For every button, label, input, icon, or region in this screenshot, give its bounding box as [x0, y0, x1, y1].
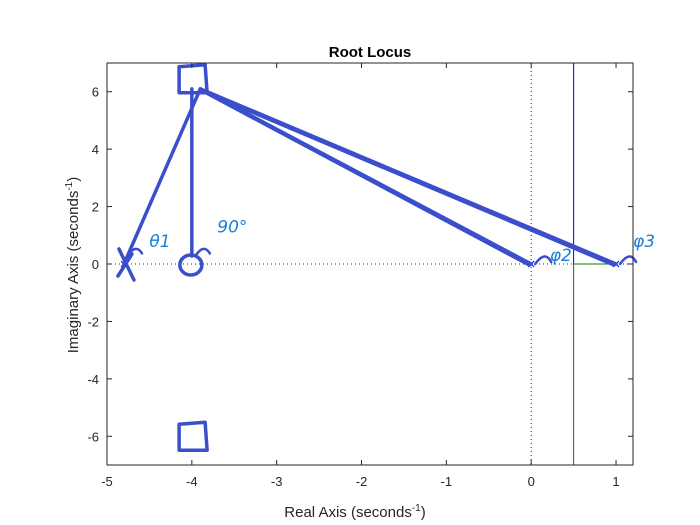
y-tick-label: -4 — [87, 372, 99, 387]
x-tick-label: 1 — [612, 474, 619, 489]
chart-title: Root Locus — [329, 44, 412, 61]
pen-angle-arc-2 — [194, 247, 212, 257]
y-tick-label: 6 — [92, 85, 99, 100]
x-tick-label: 0 — [528, 474, 535, 489]
y-tick-label: 2 — [92, 200, 99, 215]
x-tick-label: -5 — [101, 474, 113, 489]
handwritten-annotations — [116, 63, 638, 453]
annotation-label-3: φ2 — [550, 246, 572, 266]
pen-angle-arc-1 — [126, 247, 144, 257]
y-tick-label: -2 — [87, 314, 99, 329]
y-axis-label: Imaginary Axis (seconds-1) — [64, 177, 82, 353]
pen-vector-retrace-2 — [202, 90, 616, 267]
zero-marker-1 — [178, 253, 204, 277]
pen-vector-to-pole-3 — [122, 87, 203, 266]
y-axis-label-text: Imaginary Axis (seconds — [65, 191, 82, 354]
y-tick-label: 4 — [92, 142, 99, 157]
y-tick-label: 0 — [92, 257, 99, 272]
x-axis-label-exponent: -1 — [412, 503, 421, 514]
pen-box-1 — [177, 63, 209, 95]
annotation-labels: θ1 90° φ2 φ3 — [149, 217, 655, 266]
pen-box-2 — [177, 420, 209, 453]
pen-vector-retrace-1 — [202, 90, 531, 267]
x-tick-label: -2 — [356, 474, 368, 489]
y-axis-ticks: -6 -4 -2 0 2 4 6 — [87, 85, 633, 444]
x-tick-label: -3 — [271, 474, 283, 489]
y-axis-label-exponent: -1 — [64, 181, 75, 190]
x-tick-label: -1 — [441, 474, 453, 489]
y-tick-label: -6 — [87, 429, 99, 444]
x-axis-label: Real Axis (seconds-1) — [284, 503, 425, 521]
x-tick-label: -4 — [186, 474, 198, 489]
x-axis-label-text: Real Axis (seconds — [284, 504, 412, 521]
pen-angle-arc-3 — [533, 255, 553, 266]
pen-scribble-pole — [116, 247, 136, 282]
annotation-label-4: φ3 — [633, 232, 655, 252]
pen-angle-arc-4 — [618, 255, 638, 266]
annotation-label-1: θ1 — [149, 232, 170, 252]
plot-area — [107, 63, 633, 465]
annotation-label-2: 90° — [217, 217, 247, 237]
x-axis-ticks: -5 -4 -3 -2 -1 0 1 — [101, 63, 620, 489]
